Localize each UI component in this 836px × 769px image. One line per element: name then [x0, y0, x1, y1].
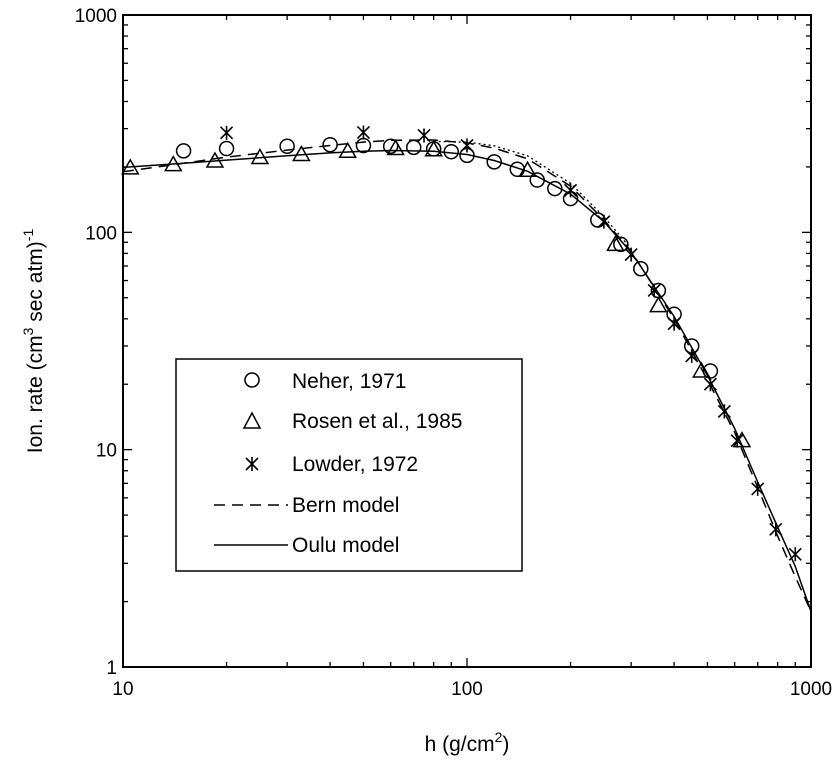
data-point-asterisk [685, 348, 699, 363]
data-point-circle [529, 172, 545, 188]
data-point-asterisk [624, 247, 638, 262]
legend-circle-marker [244, 372, 260, 388]
x-tick-label: 100 [451, 679, 483, 700]
data-point-asterisk [717, 404, 731, 419]
series-line-dotted [433, 140, 632, 250]
series-line-solid [122, 149, 812, 612]
data-point-triangle [518, 160, 537, 178]
data-point-circle [322, 136, 338, 153]
data-point-circle [218, 140, 235, 157]
legend-label-lowder: Lowder, 1972 [292, 453, 418, 476]
data-point-circle [355, 137, 372, 154]
legend: Neher, 1971 Rosen et al., 1985 Lowder, 1… [175, 358, 523, 572]
data-point-circle [486, 154, 502, 170]
data-point-circle [633, 260, 649, 277]
data-point-asterisk [219, 125, 234, 140]
legend-triangle-marker [242, 411, 262, 429]
data-point-triangle [424, 140, 443, 157]
data-point-asterisk [730, 433, 744, 448]
data-point-triangle [250, 147, 270, 165]
y-axis-ticks: 1 10 100 1000 [75, 6, 811, 679]
x-tick-label: 10 [112, 679, 133, 700]
legend-box [175, 358, 523, 572]
legend-label-rosen: Rosen et al., 1985 [292, 410, 462, 433]
legend-label-neher: Neher, 1971 [292, 370, 406, 393]
data-point-triangle [120, 158, 140, 175]
data-point-triangle [386, 139, 405, 156]
data-point-asterisk [703, 377, 717, 392]
legend-item-oulu: Oulu model [214, 534, 399, 557]
data-point-triangle [292, 145, 311, 162]
x-tick-label: 1000 [790, 679, 832, 700]
legend-item-lowder: Lowder, 1972 [245, 453, 418, 476]
y-tick-label: 1 [106, 658, 117, 679]
legend-asterisk-marker [245, 457, 259, 471]
data-point-asterisk [647, 283, 661, 298]
data-point-circle [175, 143, 192, 159]
data-point-triangle [649, 296, 668, 313]
data-point-triangle [338, 141, 357, 159]
data-point-circle [279, 138, 295, 154]
data-point-asterisk [769, 522, 783, 537]
data-point-circle [547, 180, 563, 197]
legend-item-neher: Neher, 1971 [244, 370, 406, 393]
x-axis-label: h (g/cm2) [425, 729, 510, 756]
data-point-asterisk [460, 138, 474, 153]
legend-item-rosen: Rosen et al., 1985 [242, 410, 462, 433]
data-point-circle [443, 143, 460, 160]
data-point-asterisk [667, 316, 681, 331]
legend-label-oulu: Oulu model [292, 534, 399, 557]
model-lines [122, 139, 812, 612]
data-point-triangle [692, 361, 711, 378]
data-point-triangle [163, 155, 183, 172]
data-point-asterisk [563, 183, 578, 198]
data-point-asterisk [751, 481, 765, 496]
data-point-circle [405, 139, 422, 156]
data-point-circle [613, 236, 629, 253]
x-axis-ticks: 10 100 1000 [112, 15, 832, 700]
y-tick-label: 10 [96, 441, 117, 462]
data-point-asterisk [788, 547, 802, 562]
data-point-circle [382, 138, 399, 154]
data-point-asterisk [597, 214, 611, 229]
data-point-asterisk [417, 128, 431, 143]
data-point-triangle [606, 234, 625, 252]
series-line-dashed [122, 139, 812, 612]
legend-item-bern: Bern model [214, 494, 399, 517]
legend-label-bern: Bern model [292, 494, 399, 517]
data-point-asterisk [356, 125, 371, 140]
data-point-triangle [205, 151, 225, 168]
y-tick-label: 100 [85, 223, 117, 244]
y-axis-label: Ion. rate (cm3 sec atm)-1 [20, 229, 47, 454]
y-tick-label: 1000 [75, 6, 117, 27]
data-markers [120, 125, 802, 562]
